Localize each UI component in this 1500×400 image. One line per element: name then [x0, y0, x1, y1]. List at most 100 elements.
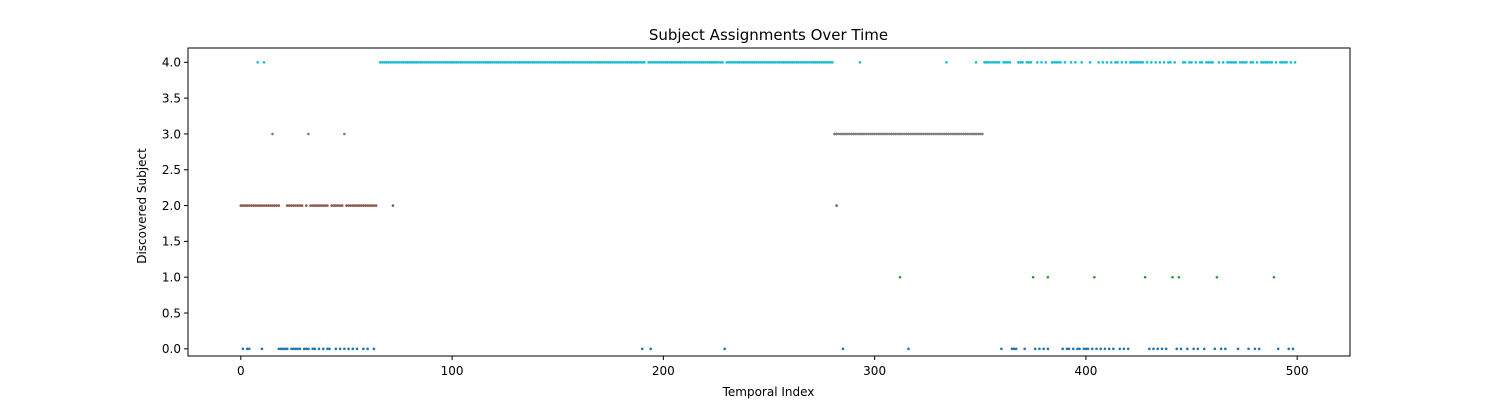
data-point: [319, 204, 323, 207]
data-point: [1038, 347, 1041, 351]
data-point: [1107, 347, 1111, 351]
data-point: [934, 132, 938, 136]
data-point: [431, 61, 435, 64]
data-point: [260, 204, 264, 207]
data-point: [1238, 61, 1242, 64]
data-point: [493, 61, 496, 64]
data-point: [1017, 61, 1020, 64]
data-point: [858, 61, 862, 64]
data-point: [955, 132, 959, 136]
data-point: [1156, 347, 1160, 351]
data-point: [507, 61, 511, 64]
data-point: [533, 61, 536, 64]
data-point: [266, 204, 270, 207]
data-point: [871, 132, 874, 136]
data-point: [843, 132, 847, 136]
data-point: [672, 61, 676, 64]
data-point: [520, 61, 524, 64]
data-point: [812, 61, 815, 64]
data-point: [826, 61, 830, 64]
data-point: [522, 61, 526, 64]
data-point: [334, 204, 338, 207]
data-point: [1245, 61, 1248, 64]
data-point: [1177, 275, 1181, 279]
data-point: [909, 132, 912, 136]
data-point: [1078, 347, 1081, 351]
data-point: [953, 132, 957, 136]
data-point: [425, 61, 429, 64]
data-point: [1033, 347, 1037, 351]
data-point: [1259, 61, 1263, 64]
data-point: [877, 132, 881, 136]
data-point: [981, 132, 984, 136]
data-point: [978, 132, 982, 136]
data-point: [579, 61, 583, 64]
data-point: [799, 61, 802, 64]
data-point: [1173, 61, 1176, 64]
data-point: [326, 204, 329, 207]
data-point: [752, 61, 756, 64]
data-point: [833, 132, 836, 136]
data-point: [803, 61, 807, 64]
data-point: [1207, 61, 1210, 64]
data-point: [1118, 347, 1122, 351]
data-point: [1133, 61, 1136, 64]
data-point: [1036, 61, 1039, 64]
data-point: [685, 61, 688, 64]
data-point: [455, 61, 458, 64]
data-point: [347, 204, 350, 207]
data-point: [822, 61, 826, 64]
data-point: [746, 61, 750, 64]
data-point: [1291, 347, 1295, 351]
data-point: [550, 61, 553, 64]
data-point: [945, 61, 948, 64]
data-point: [1264, 61, 1267, 64]
data-point: [317, 204, 321, 207]
data-point: [1289, 61, 1293, 64]
data-point: [389, 61, 393, 64]
data-point: [594, 61, 598, 64]
data-point: [1010, 347, 1014, 351]
series-subject-3: [271, 132, 984, 136]
data-point: [264, 204, 268, 207]
data-point: [355, 347, 359, 351]
data-point: [681, 61, 684, 64]
data-point: [769, 61, 773, 64]
data-point: [790, 61, 794, 64]
data-point: [1101, 61, 1105, 64]
data-point: [1226, 61, 1229, 64]
data-point: [294, 204, 298, 207]
data-point: [1230, 61, 1233, 64]
data-point: [245, 347, 249, 351]
data-point: [1008, 61, 1012, 64]
data-point: [330, 204, 333, 207]
data-point: [655, 61, 659, 64]
data-point: [305, 347, 308, 351]
data-point: [818, 61, 822, 64]
data-point: [1052, 61, 1056, 64]
data-point: [634, 61, 638, 64]
data-point: [1171, 275, 1174, 279]
data-point: [993, 61, 997, 64]
data-point: [945, 132, 948, 136]
data-point: [640, 347, 644, 351]
data-point: [970, 132, 974, 136]
data-point: [706, 61, 710, 64]
data-point: [972, 132, 976, 136]
y-axis-title: Discovered Subject: [135, 148, 149, 264]
data-point: [926, 132, 929, 136]
data-point: [262, 61, 266, 64]
data-point: [387, 61, 391, 64]
data-point: [831, 61, 834, 64]
data-point: [1270, 61, 1274, 64]
data-point: [674, 61, 678, 64]
data-point: [1105, 61, 1109, 64]
data-point: [725, 61, 729, 64]
data-point: [1221, 61, 1225, 64]
data-point: [1061, 347, 1064, 351]
data-point: [351, 347, 355, 351]
data-point: [1103, 347, 1107, 351]
data-point: [991, 61, 995, 64]
data-point: [1234, 61, 1238, 64]
